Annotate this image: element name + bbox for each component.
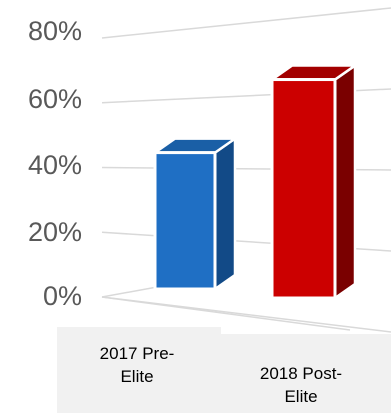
bar-side-2 [333, 64, 357, 300]
y-tick-label-60: 60% [27, 84, 82, 114]
category-box-1 [57, 327, 221, 413]
x-tick-label-line-2: Elite [120, 367, 154, 386]
floor-front-edge [101, 296, 351, 331]
y-tick-label-80: 80% [27, 16, 82, 46]
x-tick-label-2018: 2018 Post- Elite [236, 362, 366, 408]
x-tick-label-2017: 2017 Pre- Elite [72, 342, 202, 388]
y-tick-label-20: 20% [27, 217, 82, 247]
x-tick-label-line-2: Elite [284, 387, 318, 406]
bar-1 [153, 151, 217, 291]
y-tick-label-40: 40% [27, 150, 82, 180]
category-box-2 [221, 334, 391, 413]
bar-side-1 [213, 137, 237, 291]
x-tick-label-line-1: 2018 Post- [259, 364, 343, 383]
gridline-80 [101, 7, 391, 39]
bar-2 [270, 78, 337, 300]
x-tick-label-line-1: 2017 Pre- [99, 344, 175, 363]
y-tick-label-0: 0% [42, 281, 82, 311]
